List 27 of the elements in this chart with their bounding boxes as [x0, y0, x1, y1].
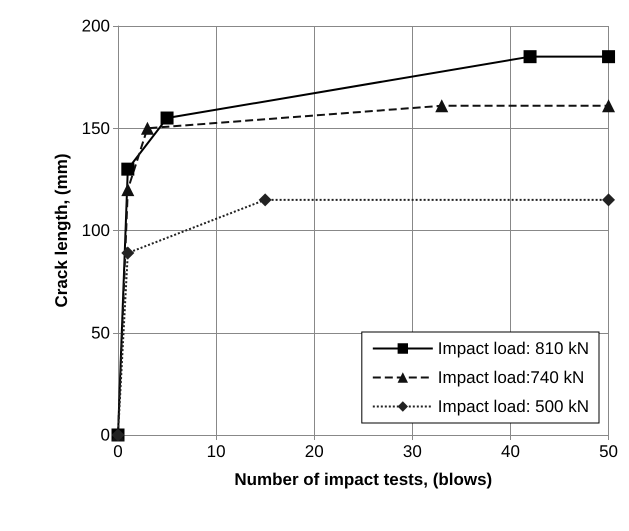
x-tick-label: 50	[599, 442, 618, 461]
x-tick-label: 40	[500, 442, 520, 461]
point	[602, 50, 616, 64]
y-axis-title: Crack length, (mm)	[52, 154, 71, 308]
point	[140, 122, 154, 135]
point	[121, 246, 134, 260]
point	[160, 112, 174, 125]
x-tick-label: 0	[113, 442, 123, 461]
point	[258, 193, 272, 206]
x-tick-label: 30	[402, 442, 422, 461]
point	[435, 99, 448, 112]
y-tick-label: 50	[91, 323, 110, 342]
y-tick-label: 150	[82, 118, 110, 138]
legend-label: Impact load: 500 kN	[438, 397, 590, 416]
point	[121, 162, 134, 176]
x-tick-label: 10	[206, 442, 226, 461]
point	[524, 50, 537, 64]
y-tick-label: 200	[82, 16, 110, 36]
point	[121, 183, 134, 196]
x-axis-title: Number of impact tests, (blows)	[234, 470, 492, 489]
legend-label: Impact load:740 kN	[438, 368, 584, 387]
y-tick-label: 100	[82, 221, 110, 240]
point	[602, 99, 616, 112]
y-tick-label: 0	[100, 426, 110, 444]
legend-label: Impact load: 810 kN	[438, 339, 590, 358]
point	[602, 193, 616, 206]
x-tick-label: 20	[304, 442, 324, 461]
